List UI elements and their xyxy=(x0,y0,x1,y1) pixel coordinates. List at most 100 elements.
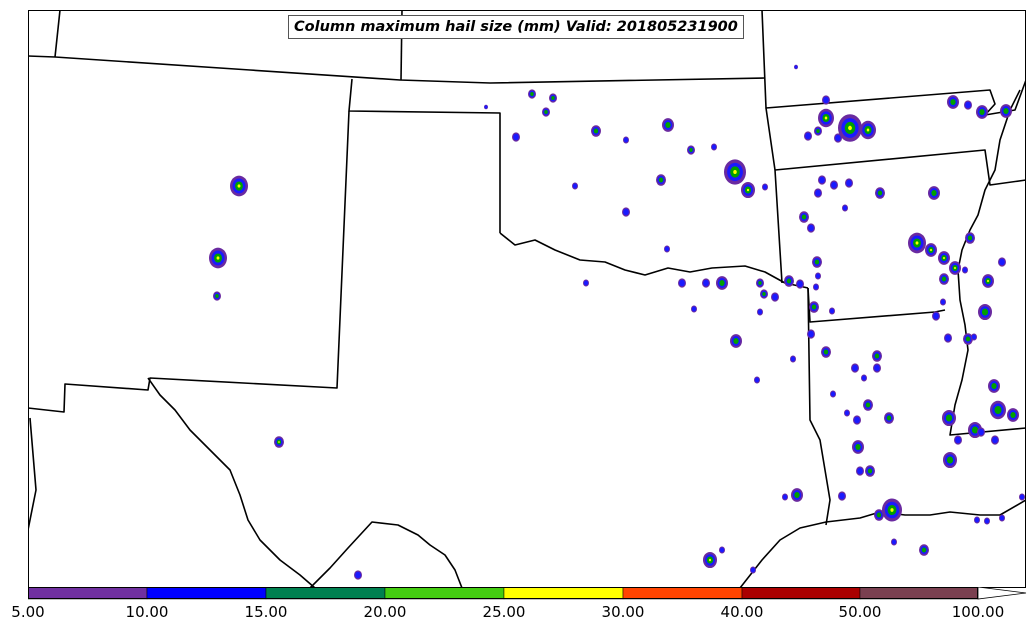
hail-cell xyxy=(678,278,686,288)
hail-cell xyxy=(528,89,536,99)
border-co-nm xyxy=(348,78,501,233)
hail-cell xyxy=(784,275,794,287)
state-borders xyxy=(28,10,1026,588)
hail-cell xyxy=(830,180,838,190)
hail-cell xyxy=(838,491,846,501)
colorbar-tick-label: 100.00 xyxy=(951,603,1005,621)
colorbar-tick-label: 40.00 xyxy=(720,603,764,621)
hail-cell xyxy=(872,350,882,362)
hail-cell xyxy=(716,276,728,290)
hail-cell xyxy=(999,514,1005,522)
hail-cell xyxy=(982,274,994,288)
hail-cell xyxy=(818,175,826,185)
colorbar-tick-label: 25.00 xyxy=(482,603,526,621)
border-co-ne xyxy=(28,55,766,84)
hail-cell xyxy=(965,232,975,244)
hail-cell xyxy=(943,451,957,469)
hail-cell xyxy=(796,279,804,289)
map-canvas xyxy=(28,10,1026,588)
colorbar-segment xyxy=(28,587,148,600)
hail-cell xyxy=(691,305,697,313)
hail-cell xyxy=(856,466,864,476)
hail-cell xyxy=(988,379,1000,393)
border-tx-ar xyxy=(807,287,946,323)
hail-cell xyxy=(976,105,988,119)
colorbar-segment xyxy=(384,587,505,600)
hail-cell xyxy=(813,283,819,291)
hail-cell xyxy=(484,104,488,110)
hail-cell xyxy=(944,333,952,343)
hail-cell xyxy=(891,538,897,546)
hail-cell xyxy=(812,256,822,268)
hail-cell xyxy=(818,108,834,128)
border-co-wy xyxy=(54,10,61,58)
hail-cell xyxy=(213,291,221,301)
hail-cell xyxy=(1007,408,1019,422)
hail-cell xyxy=(354,570,362,580)
hail-cell xyxy=(942,409,956,427)
hail-cell xyxy=(512,132,520,142)
hail-cell xyxy=(711,143,717,151)
hail-cell xyxy=(741,181,755,199)
colorbar-segment xyxy=(265,587,386,600)
hail-cell xyxy=(809,301,819,313)
colorbar-segment xyxy=(741,587,861,600)
hail-cell xyxy=(807,329,815,339)
colorbar-tick-label: 30.00 xyxy=(601,603,645,621)
border-tx-la xyxy=(807,287,831,526)
hail-cell xyxy=(750,566,756,574)
hail-cell xyxy=(919,544,929,556)
hail-cell xyxy=(794,64,798,70)
hail-cell xyxy=(990,400,1006,420)
hail-cell xyxy=(928,186,940,200)
hail-cell xyxy=(842,204,848,212)
hail-cell xyxy=(664,245,670,253)
border-mississippi-river xyxy=(949,89,1026,436)
hail-cell xyxy=(834,133,842,143)
border-rio-grande xyxy=(309,521,463,588)
hail-cell xyxy=(844,409,850,417)
colorbar-outline xyxy=(28,587,978,599)
hail-cell xyxy=(760,289,768,299)
border-ok-ar xyxy=(765,107,783,284)
colorbar-segment xyxy=(859,587,979,600)
hail-cell xyxy=(853,415,861,425)
hail-cell xyxy=(971,333,977,341)
hail-cell xyxy=(974,516,980,524)
hail-cell xyxy=(860,120,876,140)
hail-cell xyxy=(572,182,578,190)
border-ks-mo xyxy=(761,10,1026,116)
colorbar-tick-label: 50.00 xyxy=(838,603,882,621)
hail-cell xyxy=(687,145,695,155)
hail-cell xyxy=(782,493,788,501)
hail-cell xyxy=(978,303,992,321)
hail-cell xyxy=(702,278,710,288)
hail-cell xyxy=(230,175,248,197)
hail-cell xyxy=(274,436,284,448)
hail-cell xyxy=(757,308,763,316)
hail-cell xyxy=(754,376,760,384)
hail-cell xyxy=(964,100,972,110)
colorbar-segment xyxy=(146,587,267,600)
hail-cell xyxy=(925,243,937,257)
hail-cell xyxy=(949,261,961,275)
coast-texas xyxy=(147,377,316,588)
hail-cell xyxy=(771,292,779,302)
map-title: Column maximum hail size (mm) Valid: 201… xyxy=(288,15,744,39)
border-ok-tx-red-river xyxy=(499,232,809,289)
colorbar xyxy=(28,587,1027,600)
colorbar-segment xyxy=(503,587,624,600)
hail-cell xyxy=(984,517,990,525)
hail-cell xyxy=(962,266,968,274)
hail-cell xyxy=(977,427,985,437)
hail-cell xyxy=(719,546,725,554)
colorbar-tick-label: 15.00 xyxy=(244,603,288,621)
hail-cell xyxy=(730,334,742,348)
hail-cell xyxy=(829,307,835,315)
hail-cell xyxy=(591,125,601,137)
hail-cell xyxy=(549,93,557,103)
hail-cell xyxy=(799,211,809,223)
border-left-coast xyxy=(28,417,37,531)
hail-cell xyxy=(863,399,873,411)
border-ar-mo xyxy=(774,149,1026,186)
